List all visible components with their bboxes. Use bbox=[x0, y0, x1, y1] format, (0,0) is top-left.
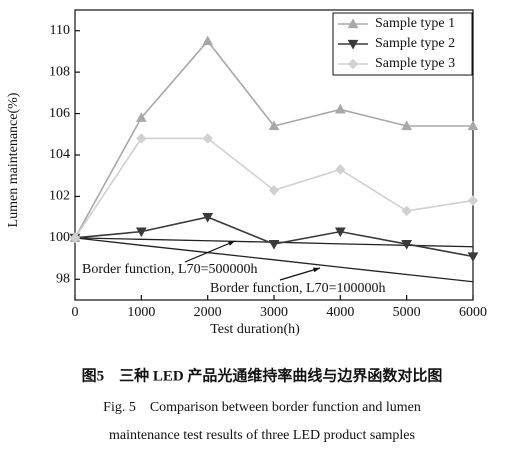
caption-en: maintenance test results of three LED pr… bbox=[109, 428, 415, 443]
y-tick-label: 104 bbox=[49, 147, 70, 162]
x-tick-label: 0 bbox=[72, 305, 79, 320]
y-axis-label: Lumen maintenance(%) bbox=[6, 92, 21, 227]
point bbox=[467, 195, 479, 206]
y-tick-label: 108 bbox=[49, 64, 70, 79]
annotation-arrow bbox=[279, 267, 321, 281]
point bbox=[202, 213, 214, 223]
point bbox=[135, 112, 147, 122]
legend-marker bbox=[347, 58, 359, 70]
point bbox=[334, 227, 346, 238]
point bbox=[401, 205, 412, 217]
x-tick-label: 5000 bbox=[393, 305, 421, 320]
point bbox=[334, 103, 346, 114]
point bbox=[202, 35, 214, 46]
y-tick-label: 100 bbox=[49, 230, 70, 245]
point bbox=[268, 239, 280, 250]
point bbox=[202, 133, 213, 144]
annotation: Border function, L70=100000h bbox=[210, 281, 385, 296]
annotation: Border function, L70=500000h bbox=[82, 262, 257, 277]
point bbox=[335, 164, 346, 175]
point bbox=[467, 120, 479, 131]
x-tick-label: 4000 bbox=[326, 305, 354, 320]
caption-en: Fig. 5 Comparison between border functio… bbox=[103, 400, 421, 415]
y-tick-label: 110 bbox=[50, 23, 70, 38]
point bbox=[401, 120, 413, 131]
x-tick-label: 6000 bbox=[459, 305, 487, 320]
series-line bbox=[74, 216, 474, 258]
x-tick-label: 2000 bbox=[194, 305, 222, 320]
point bbox=[135, 227, 147, 238]
legend-label: Sample type 3 bbox=[375, 56, 455, 71]
legend-label: Sample type 1 bbox=[375, 16, 455, 31]
annotation-arrow bbox=[184, 240, 236, 263]
arrow-head bbox=[228, 241, 235, 246]
point bbox=[268, 120, 280, 131]
point bbox=[401, 239, 413, 250]
point bbox=[467, 252, 479, 263]
x-tick-label: 3000 bbox=[260, 305, 288, 320]
legend-label: Sample type 2 bbox=[375, 36, 455, 51]
caption-cn: 图5 三种 LED 产品光通维持率曲线与边界函数对比图 bbox=[82, 366, 443, 384]
border-curve bbox=[74, 237, 474, 283]
legend-marker bbox=[347, 39, 359, 50]
x-axis-label: Test duration(h) bbox=[210, 322, 300, 337]
y-tick-label: 102 bbox=[49, 189, 70, 204]
point bbox=[268, 185, 280, 196]
y-tick-label: 106 bbox=[49, 106, 70, 121]
y-tick-label: 98 bbox=[56, 272, 70, 287]
point bbox=[136, 133, 147, 144]
arrow-head bbox=[313, 267, 320, 273]
x-tick-label: 1000 bbox=[127, 305, 155, 320]
point bbox=[69, 232, 81, 244]
legend-marker bbox=[347, 18, 359, 29]
